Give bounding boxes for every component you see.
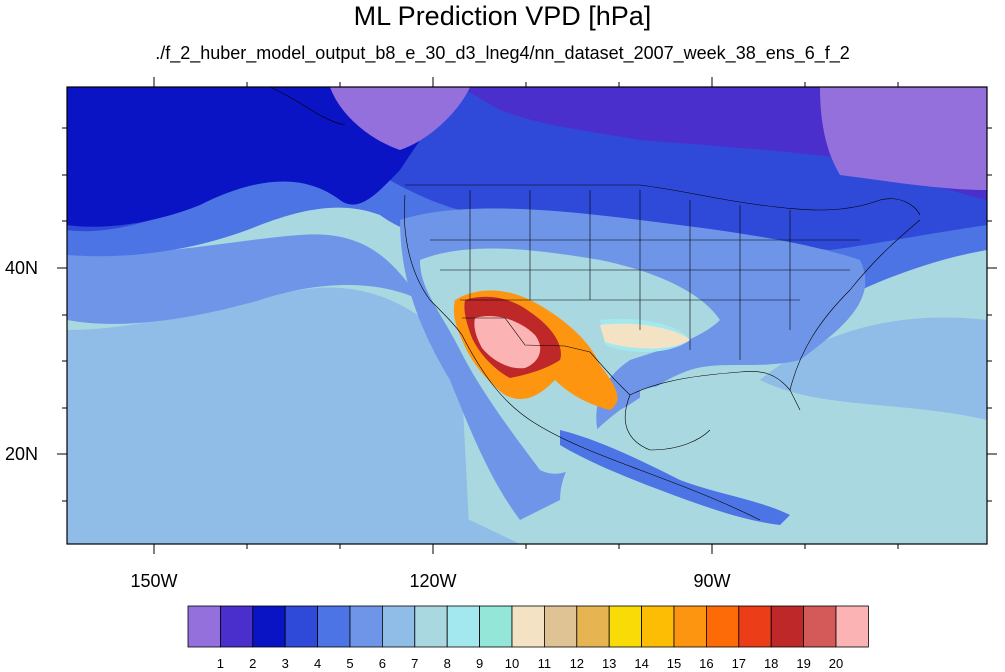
political-boundaries: [269, 86, 921, 521]
field-band-0: [820, 87, 987, 190]
lon-label-90w: 90W: [693, 571, 731, 591]
colorbar-label: 6: [378, 656, 386, 671]
yucatan-coast: [624, 394, 711, 451]
colorbar: [187, 605, 869, 648]
colorbar-box: [706, 605, 740, 648]
colorbar-box: [673, 605, 707, 648]
colorbar-label: 5: [346, 656, 354, 671]
colorbar-box: [446, 605, 481, 648]
field-band-6b: [67, 500, 520, 544]
colorbar-box: [317, 605, 351, 648]
lon-label-120w: 120W: [409, 571, 457, 591]
lat-label-20n: 20N: [4, 444, 38, 464]
colorbar-label: 9: [475, 656, 484, 671]
colorbar-label: 3: [281, 656, 289, 671]
colorbar-label: 12: [569, 656, 585, 671]
colorbar-box: [219, 605, 254, 648]
us-gulf-coast: [629, 371, 801, 411]
colorbar-box: [803, 605, 837, 648]
colorbar-box: [835, 605, 869, 648]
colorbar-box: [608, 605, 643, 648]
alaska-coast: [269, 86, 346, 126]
field-band-0b: [330, 87, 470, 150]
colorbar-label: 1: [216, 656, 224, 671]
state-lines: [430, 190, 860, 360]
colorbar-box: [511, 605, 545, 648]
colorbar-label: 7: [411, 656, 419, 671]
lon-label-150w: 150W: [130, 571, 178, 591]
colorbar-label: 8: [443, 656, 451, 671]
colorbar-label: 2: [249, 656, 257, 671]
colorbar-label: 18: [763, 656, 779, 671]
colorbar-box: [770, 605, 805, 648]
mexico-coast: [461, 334, 761, 521]
axis-ticks: [57, 77, 997, 554]
colorbar-label: 16: [699, 656, 714, 671]
colorbar-box: [479, 605, 513, 648]
us-mexico-border: [462, 317, 631, 396]
field-hot-pink: [474, 315, 541, 369]
field-tan-patch: [600, 323, 690, 349]
colorbar-box: [414, 605, 448, 648]
map-subtitle: ./f_2_huber_model_output_b8_e_30_d3_lneg…: [155, 43, 850, 63]
colorbar-box: [738, 605, 772, 648]
colorbar-box: [641, 605, 675, 648]
map-title: ML Prediction VPD [hPa]: [353, 1, 652, 31]
us-west-coast: [403, 194, 463, 336]
us-east-coast: [789, 219, 921, 391]
colorbar-label: 19: [796, 656, 811, 671]
us-canada-border: [405, 184, 921, 216]
colorbar-box: [187, 605, 221, 648]
colorbar-box: [544, 605, 578, 648]
colorbar-label: 15: [666, 656, 682, 671]
vpd-field: [67, 87, 987, 544]
field-band-5: [67, 234, 420, 324]
field-band-6: [67, 287, 470, 544]
colorbar-label: 13: [601, 656, 617, 671]
field-gulf: [640, 383, 773, 450]
field-central-america: [560, 430, 790, 525]
colorbar-label: 20: [828, 656, 844, 671]
colorbar-box: [381, 605, 416, 648]
colorbar-box: [284, 605, 319, 648]
colorbar-label: 10: [504, 656, 520, 671]
colorbar-label: 4: [313, 656, 322, 671]
field-band-1: [67, 87, 987, 200]
colorbar-box: [576, 605, 610, 648]
colorbar-box: [252, 605, 286, 648]
colorbar-label: 11: [537, 656, 552, 671]
colorbar-box: [349, 605, 383, 648]
lat-label-40n: 40N: [4, 258, 38, 278]
field-band-6c: [760, 317, 987, 420]
colorbar-label: 14: [634, 656, 649, 671]
colorbar-label: 17: [731, 656, 747, 671]
